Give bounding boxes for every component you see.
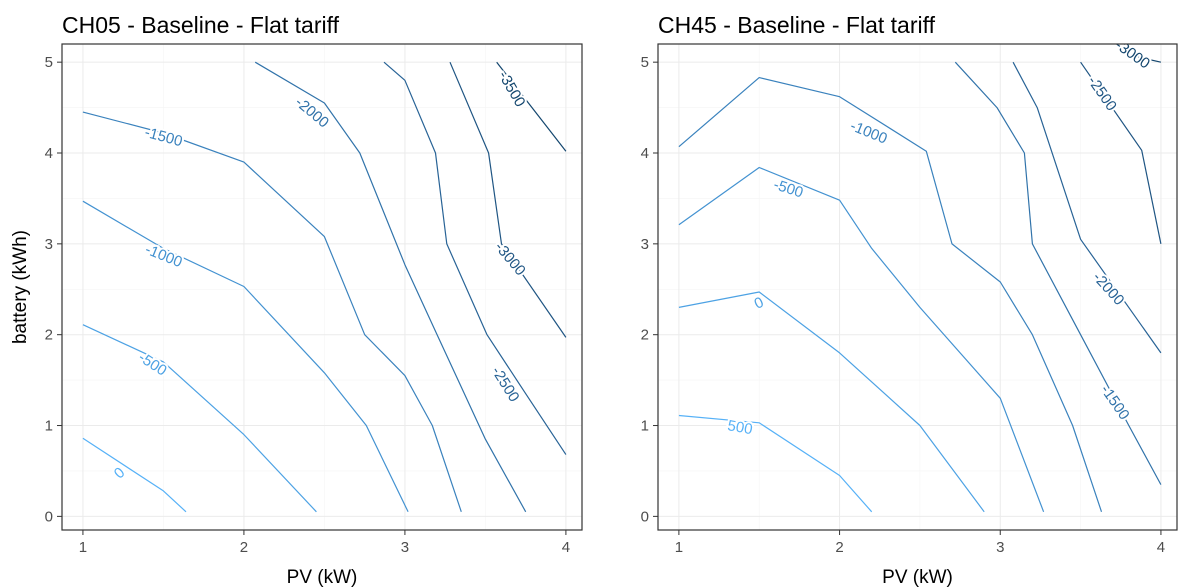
chart-1-contour-line-0 [82, 437, 187, 513]
chart-2-contour-lines [678, 52, 1162, 513]
chart-2-contour-label-7: -3000 [1112, 36, 1153, 72]
chart-1-y-tick-label: 2 [45, 327, 53, 344]
chart-1-panel-border [61, 43, 583, 531]
chart-2-contour-label-5: -2000 [1089, 269, 1127, 309]
chart-2-y-tick-label: 1 [641, 418, 649, 435]
chart-2-contour-label-2: -500 [771, 176, 805, 201]
chart-2-contour-label-0: 500 [726, 417, 754, 438]
chart-2-x-axis-title: PV (kW) [882, 567, 953, 588]
chart-1-contour-labels: 0-500-1000-1500-2000-2500-3000-3500 [109, 66, 531, 484]
chart-1-contour-label-1: -500 [135, 349, 169, 380]
chart-1-x-tick-label: 3 [401, 539, 409, 556]
chart-1-major-grid [62, 44, 582, 530]
chart-2-title: CH45 - Baseline - Flat tariff [658, 12, 936, 38]
chart-2-contour-line-7 [1120, 52, 1162, 63]
chart-2-y-tick-label: 0 [641, 508, 649, 525]
chart-2-x-tick-label: 3 [996, 539, 1004, 556]
chart-2-y-tick-label: 4 [641, 145, 649, 162]
chart-1-y-tick-label: 3 [45, 236, 53, 253]
chart-1-contour-line-7 [496, 61, 567, 152]
chart-2-y-tick-label: 5 [641, 54, 649, 71]
chart-1-contour-label-7: -3500 [495, 68, 529, 110]
chart-1-contour-line-5 [383, 61, 567, 455]
chart-1-y-tick-label: 5 [45, 54, 53, 71]
chart-1-minor-grid [62, 44, 582, 530]
chart-2-x-tick-label: 2 [835, 539, 843, 556]
chart-1-title: CH05 - Baseline - Flat tariff [62, 12, 340, 38]
chart-2-contour-line-3 [678, 76, 1103, 512]
chart-2-contour-labels: 500 0 -500 -1000 -1500 -2000 -2500-3000 [724, 36, 1155, 440]
chart-1-x-tick-label: 2 [240, 539, 248, 556]
chart-2-contour-line-4 [954, 61, 1162, 485]
chart-1-contour-label-4: -2000 [292, 94, 332, 132]
chart-2-x-tick-label: 4 [1157, 539, 1165, 556]
chart-2-contour-line-6 [1080, 61, 1162, 245]
chart-1-contour-line-3 [82, 111, 462, 512]
chart-2-axes: 1 2 3 4 0 1 2 3 4 5 [641, 54, 1165, 556]
chart-1-contour-line-1 [82, 324, 317, 513]
chart-2-contour-label-1: 0 [752, 294, 767, 313]
chart-2-contour-line-2 [678, 166, 1045, 513]
chart-2-contour-line-5 [1012, 61, 1162, 354]
chart-2-contour-line-0 [678, 414, 873, 513]
chart-2-y-tick-label: 3 [641, 236, 649, 253]
chart-1-contour-label-5: -2500 [488, 364, 523, 406]
chart-2-panel-border [657, 43, 1178, 531]
chart-1-y-tick-label: 1 [45, 418, 53, 435]
chart-1-y-axis-title: battery (kWh) [10, 230, 31, 344]
chart-1-y-tick-label: 4 [45, 145, 53, 162]
chart-2-contour-label-4: -1500 [1097, 382, 1133, 423]
chart-1-x-axis-title: PV (kW) [287, 567, 358, 588]
chart-1-y-tick-label: 0 [45, 508, 53, 525]
chart-2-x-tick-label: 1 [675, 539, 683, 556]
chart-2-contour-label-6: -2500 [1084, 73, 1120, 114]
chart-2-contour-line-1 [678, 291, 985, 513]
chart-panel-2: 500 0 -500 -1000 -1500 -2000 -2500-3000 1 2 3 4 0 1 2… [641, 12, 1178, 588]
chart-1-contour-line-2 [82, 200, 409, 513]
chart-1-contour-line-6 [449, 61, 567, 338]
chart-2-major-grid [658, 44, 1177, 530]
chart-1-x-tick-label: 1 [79, 539, 87, 556]
chart-1-contour-lines [82, 61, 567, 513]
chart-1-x-tick-label: 4 [562, 539, 570, 556]
chart-1-contour-label-6: -3000 [491, 239, 529, 279]
chart-2-contour-label-3: -1000 [848, 117, 890, 147]
chart-1-axes: 1 2 3 4 0 1 2 3 4 5 [45, 54, 570, 556]
chart-1-contour-line-4 [254, 61, 527, 513]
chart-2-y-tick-label: 2 [641, 327, 649, 344]
chart-2-minor-grid [658, 44, 1177, 530]
